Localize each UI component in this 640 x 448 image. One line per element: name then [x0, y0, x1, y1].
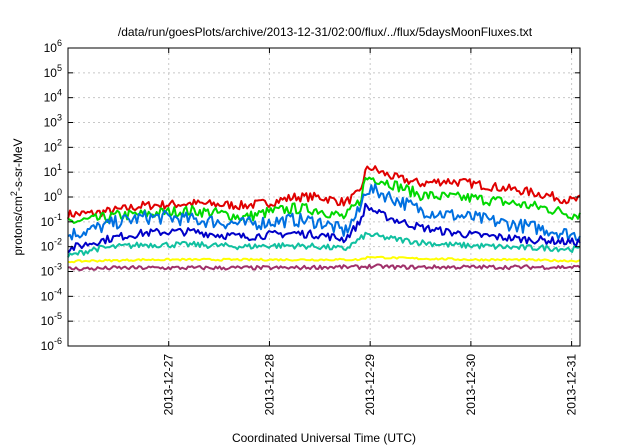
series-line [67, 202, 581, 254]
y-tick-label: 101 [44, 162, 62, 179]
x-tick-label: 2013-12-29 [363, 354, 377, 416]
y-tick-label: 10-4 [41, 286, 62, 303]
x-tick-label: 2013-12-28 [262, 354, 276, 416]
y-tick-label: 10-5 [41, 311, 62, 328]
y-tick-label: 10-2 [41, 237, 62, 254]
series-line [67, 231, 581, 258]
y-tick-label: 100 [44, 187, 62, 204]
y-axis-label-sup: 2 [9, 191, 19, 196]
grid [68, 48, 580, 346]
y-axis-label-main: protons/cm [11, 196, 25, 255]
x-axis-label: Coordinated Universal Time (UTC) [232, 431, 416, 445]
y-tick-label: 103 [44, 113, 62, 130]
chart-title: /data/run/goesPlots/archive/2013-12-31/0… [118, 25, 533, 39]
x-tick-label: 2013-12-30 [464, 354, 478, 416]
y-tick-label: 10-1 [41, 212, 62, 229]
series-line [67, 165, 581, 220]
series-line [67, 183, 581, 242]
y-tick-label: 10-3 [41, 262, 62, 279]
series-line [67, 176, 581, 224]
y-tick-label: 10-6 [41, 336, 62, 353]
y-tick-label: 105 [44, 63, 62, 80]
y-tick-label: 106 [44, 38, 62, 55]
x-axis: 2013-12-27 2013-12-28 2013-12-29 2013-12-30… [162, 48, 579, 415]
x-tick-label: 2013-12-31 [565, 354, 579, 416]
y-tick-label: 102 [44, 137, 62, 154]
series-layer [67, 165, 581, 272]
y-axis: 10-6 10-5 10-4 10-3 10-2 10-1 100 101 102 103 104 1… [41, 38, 580, 353]
y-axis-label-rest: -s-sr-MeV [11, 138, 25, 191]
y-tick-label: 104 [44, 88, 62, 105]
series-line [68, 263, 581, 272]
x-tick-label: 2013-12-27 [162, 354, 176, 416]
y-axis-label: protons/cm2-s-sr-MeV [9, 138, 25, 255]
series-line [67, 255, 581, 264]
